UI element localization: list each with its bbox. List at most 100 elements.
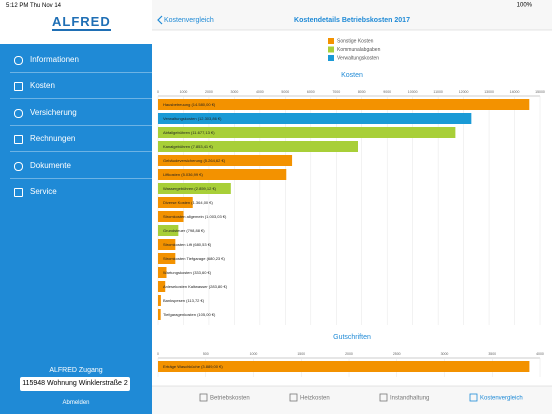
tab-label[interactable]: Kostenvergleich	[480, 396, 523, 402]
legend-label: Kommunalabgaben	[337, 47, 381, 53]
bar	[158, 155, 293, 166]
x-tick-label: 8000	[358, 90, 366, 94]
x-tick-label: 500	[203, 352, 209, 356]
bar	[158, 361, 530, 372]
bar-label: Stromkosten Lift (680,53 €)	[163, 242, 212, 247]
x-tick-label: 1500	[297, 352, 305, 356]
bar-label: Anlesekosten Kaltwasser (283,80 €)	[163, 284, 228, 289]
menu-icon	[14, 108, 23, 118]
tab-label[interactable]: Heizkosten	[300, 396, 330, 402]
tab-icon	[289, 393, 298, 402]
menu-item[interactable]: Kosten	[30, 81, 55, 91]
bar-label: Abfallgebühren (11.677,13 €)	[163, 130, 215, 135]
status-date: Thu Nov 14	[30, 3, 62, 9]
bar	[158, 141, 359, 152]
x-tick-label: 12000	[459, 90, 469, 94]
x-tick-label: 3000	[231, 90, 239, 94]
menu-divider	[10, 151, 152, 153]
bar-label: Diverse Kosten (1.364,00 €)	[163, 200, 213, 205]
bar-label: Verwaltungskosten (12.303,86 €)	[163, 116, 222, 121]
bar-label: Kanalgebühren (7.853,41 €)	[163, 144, 213, 149]
x-tick-label: 3000	[441, 352, 449, 356]
x-tick-label: 2500	[393, 352, 401, 356]
x-tick-label: 2000	[205, 90, 213, 94]
back-button[interactable]: Kostenvergleich	[164, 17, 214, 24]
legend-swatch	[328, 46, 334, 53]
menu-divider	[10, 98, 152, 100]
bar-label: Wassergebühren (2.859,12 €)	[163, 186, 217, 191]
menu-divider	[10, 177, 152, 179]
battery: 100%	[517, 3, 533, 9]
bar	[158, 295, 161, 306]
menu-item[interactable]: Dokumente	[30, 160, 71, 170]
x-tick-label: 1000	[180, 90, 188, 94]
x-tick-label: 13000	[484, 90, 494, 94]
legend-label: Sonstige Kosten	[337, 38, 374, 44]
x-tick-label: 3500	[488, 352, 496, 356]
logout[interactable]: Abmelden	[62, 400, 90, 406]
menu-item[interactable]: Service	[30, 187, 57, 196]
bar-label: Grundsteuer (798,88 €)	[163, 228, 205, 233]
menu-item[interactable]: Versicherung	[30, 107, 77, 117]
bar-label: Tiefgaragenkosten (105,00 €)	[163, 312, 216, 317]
menu-divider	[10, 72, 152, 73]
menu-item[interactable]: Informationen	[30, 55, 79, 64]
x-tick-label: 4000	[256, 90, 264, 94]
status-time: 5:12 PM	[6, 3, 29, 9]
bar-label: Liftkosten (5.036,99 €)	[163, 172, 203, 177]
bar	[158, 127, 456, 138]
x-tick-label: 5000	[281, 90, 289, 94]
bar	[158, 253, 176, 264]
unit-select[interactable]: 115948 Wohnung Winklerstraße 2	[20, 377, 130, 391]
legend-swatch	[328, 55, 334, 61]
menu-icon	[14, 56, 23, 65]
menu-icon	[14, 82, 23, 92]
bar-label: Erträge Waschküche (3.889,00 €)	[163, 364, 223, 369]
nav-bar	[152, 0, 552, 30]
legend-label: Verwaltungskosten	[337, 55, 379, 61]
bar	[158, 197, 193, 208]
bar	[158, 239, 176, 250]
x-tick-label: 11000	[433, 90, 443, 94]
chart-title: Kosten	[341, 72, 363, 79]
menu-icon	[14, 161, 23, 171]
x-tick-label: 1000	[250, 352, 258, 356]
bar	[158, 169, 287, 180]
tab-icon	[469, 393, 478, 402]
back-icon	[157, 15, 163, 25]
bar	[158, 225, 179, 236]
menu-icon	[14, 135, 23, 145]
sidebar: 5:12 PM Thu Nov 14 ALFRED Informationen K…	[0, 0, 152, 414]
menu-item[interactable]: Rechnungen	[30, 134, 76, 144]
bar-label: Stromkosten allgemein (1.003,03 €)	[163, 214, 227, 219]
main: 100% Kostenvergleich Kostendetails Betri…	[152, 0, 552, 414]
menu-icon	[14, 188, 23, 197]
bar	[158, 211, 184, 222]
bar-label: Bankspesen (113,72 €)	[163, 298, 205, 303]
x-tick-label: 7000	[332, 90, 340, 94]
tab-bar	[152, 386, 552, 414]
sidebar-header: 5:12 PM Thu Nov 14 ALFRED	[0, 0, 152, 44]
tab-label[interactable]: Betriebskosten	[210, 396, 250, 402]
bar	[158, 113, 472, 124]
x-tick-label: 4000	[536, 352, 544, 356]
x-tick-label: 9000	[383, 90, 391, 94]
x-tick-label: 15000	[535, 90, 545, 94]
legend-swatch	[328, 38, 334, 44]
tab-label[interactable]: Instandhaltung	[390, 396, 429, 402]
bar-label: Stromkosten Tiefgarage (680,23 €)	[163, 256, 225, 261]
logo: ALFRED	[52, 14, 111, 31]
menu-divider	[10, 124, 152, 126]
chart-title: Gutschriften	[333, 334, 371, 341]
bar-label: Hausbetreuung (14.580,00 €)	[163, 102, 216, 107]
account-title: ALFRED Zugang	[49, 367, 103, 374]
bar	[158, 267, 167, 278]
bar	[158, 281, 166, 292]
bar-label: Gebäudeversicherung (5.264,62 €)	[163, 158, 226, 163]
x-tick-label: 2000	[345, 352, 353, 356]
x-tick-label: 14000	[510, 90, 520, 94]
tab-icon	[199, 393, 208, 402]
bar	[158, 309, 161, 320]
bar-label: Wartungskosten (333,60 €)	[163, 270, 212, 275]
